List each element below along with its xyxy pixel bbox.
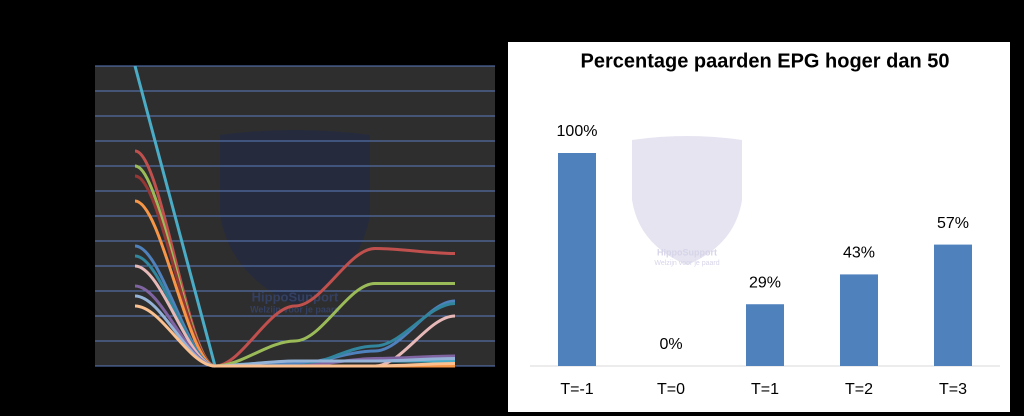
bar — [746, 304, 784, 366]
line-series — [134, 244, 456, 368]
x-tick-label: T=3 — [939, 381, 967, 398]
data-label: 0% — [659, 336, 682, 353]
watermark-name: HippoSupport — [657, 247, 717, 257]
shield — [220, 130, 370, 305]
line-series — [134, 294, 456, 368]
watermark-name: HippoSupport — [252, 289, 339, 304]
watermark-tagline: Welzijn voor je paard — [250, 304, 340, 314]
line-series — [134, 304, 456, 368]
shield — [632, 136, 742, 265]
line-series — [134, 149, 456, 368]
x-tick-label: T=0 — [657, 381, 685, 398]
data-label: 100% — [557, 123, 598, 140]
data-label: 43% — [843, 245, 875, 262]
chart-title: Percentage paarden EPG hoger dan 50 — [580, 50, 949, 72]
bar — [558, 153, 596, 366]
bar — [934, 244, 972, 366]
bar — [840, 274, 878, 366]
data-label: 29% — [749, 274, 781, 291]
right-watermark: HippoSupport Welzijn voor je paard — [632, 136, 742, 267]
data-label: 57% — [937, 215, 969, 232]
x-tick-label: T=-1 — [560, 381, 593, 398]
watermark-tagline: Welzijn voor je paard — [654, 260, 719, 267]
x-tick-label: T=1 — [751, 381, 779, 398]
x-tick-label: T=2 — [845, 381, 873, 398]
